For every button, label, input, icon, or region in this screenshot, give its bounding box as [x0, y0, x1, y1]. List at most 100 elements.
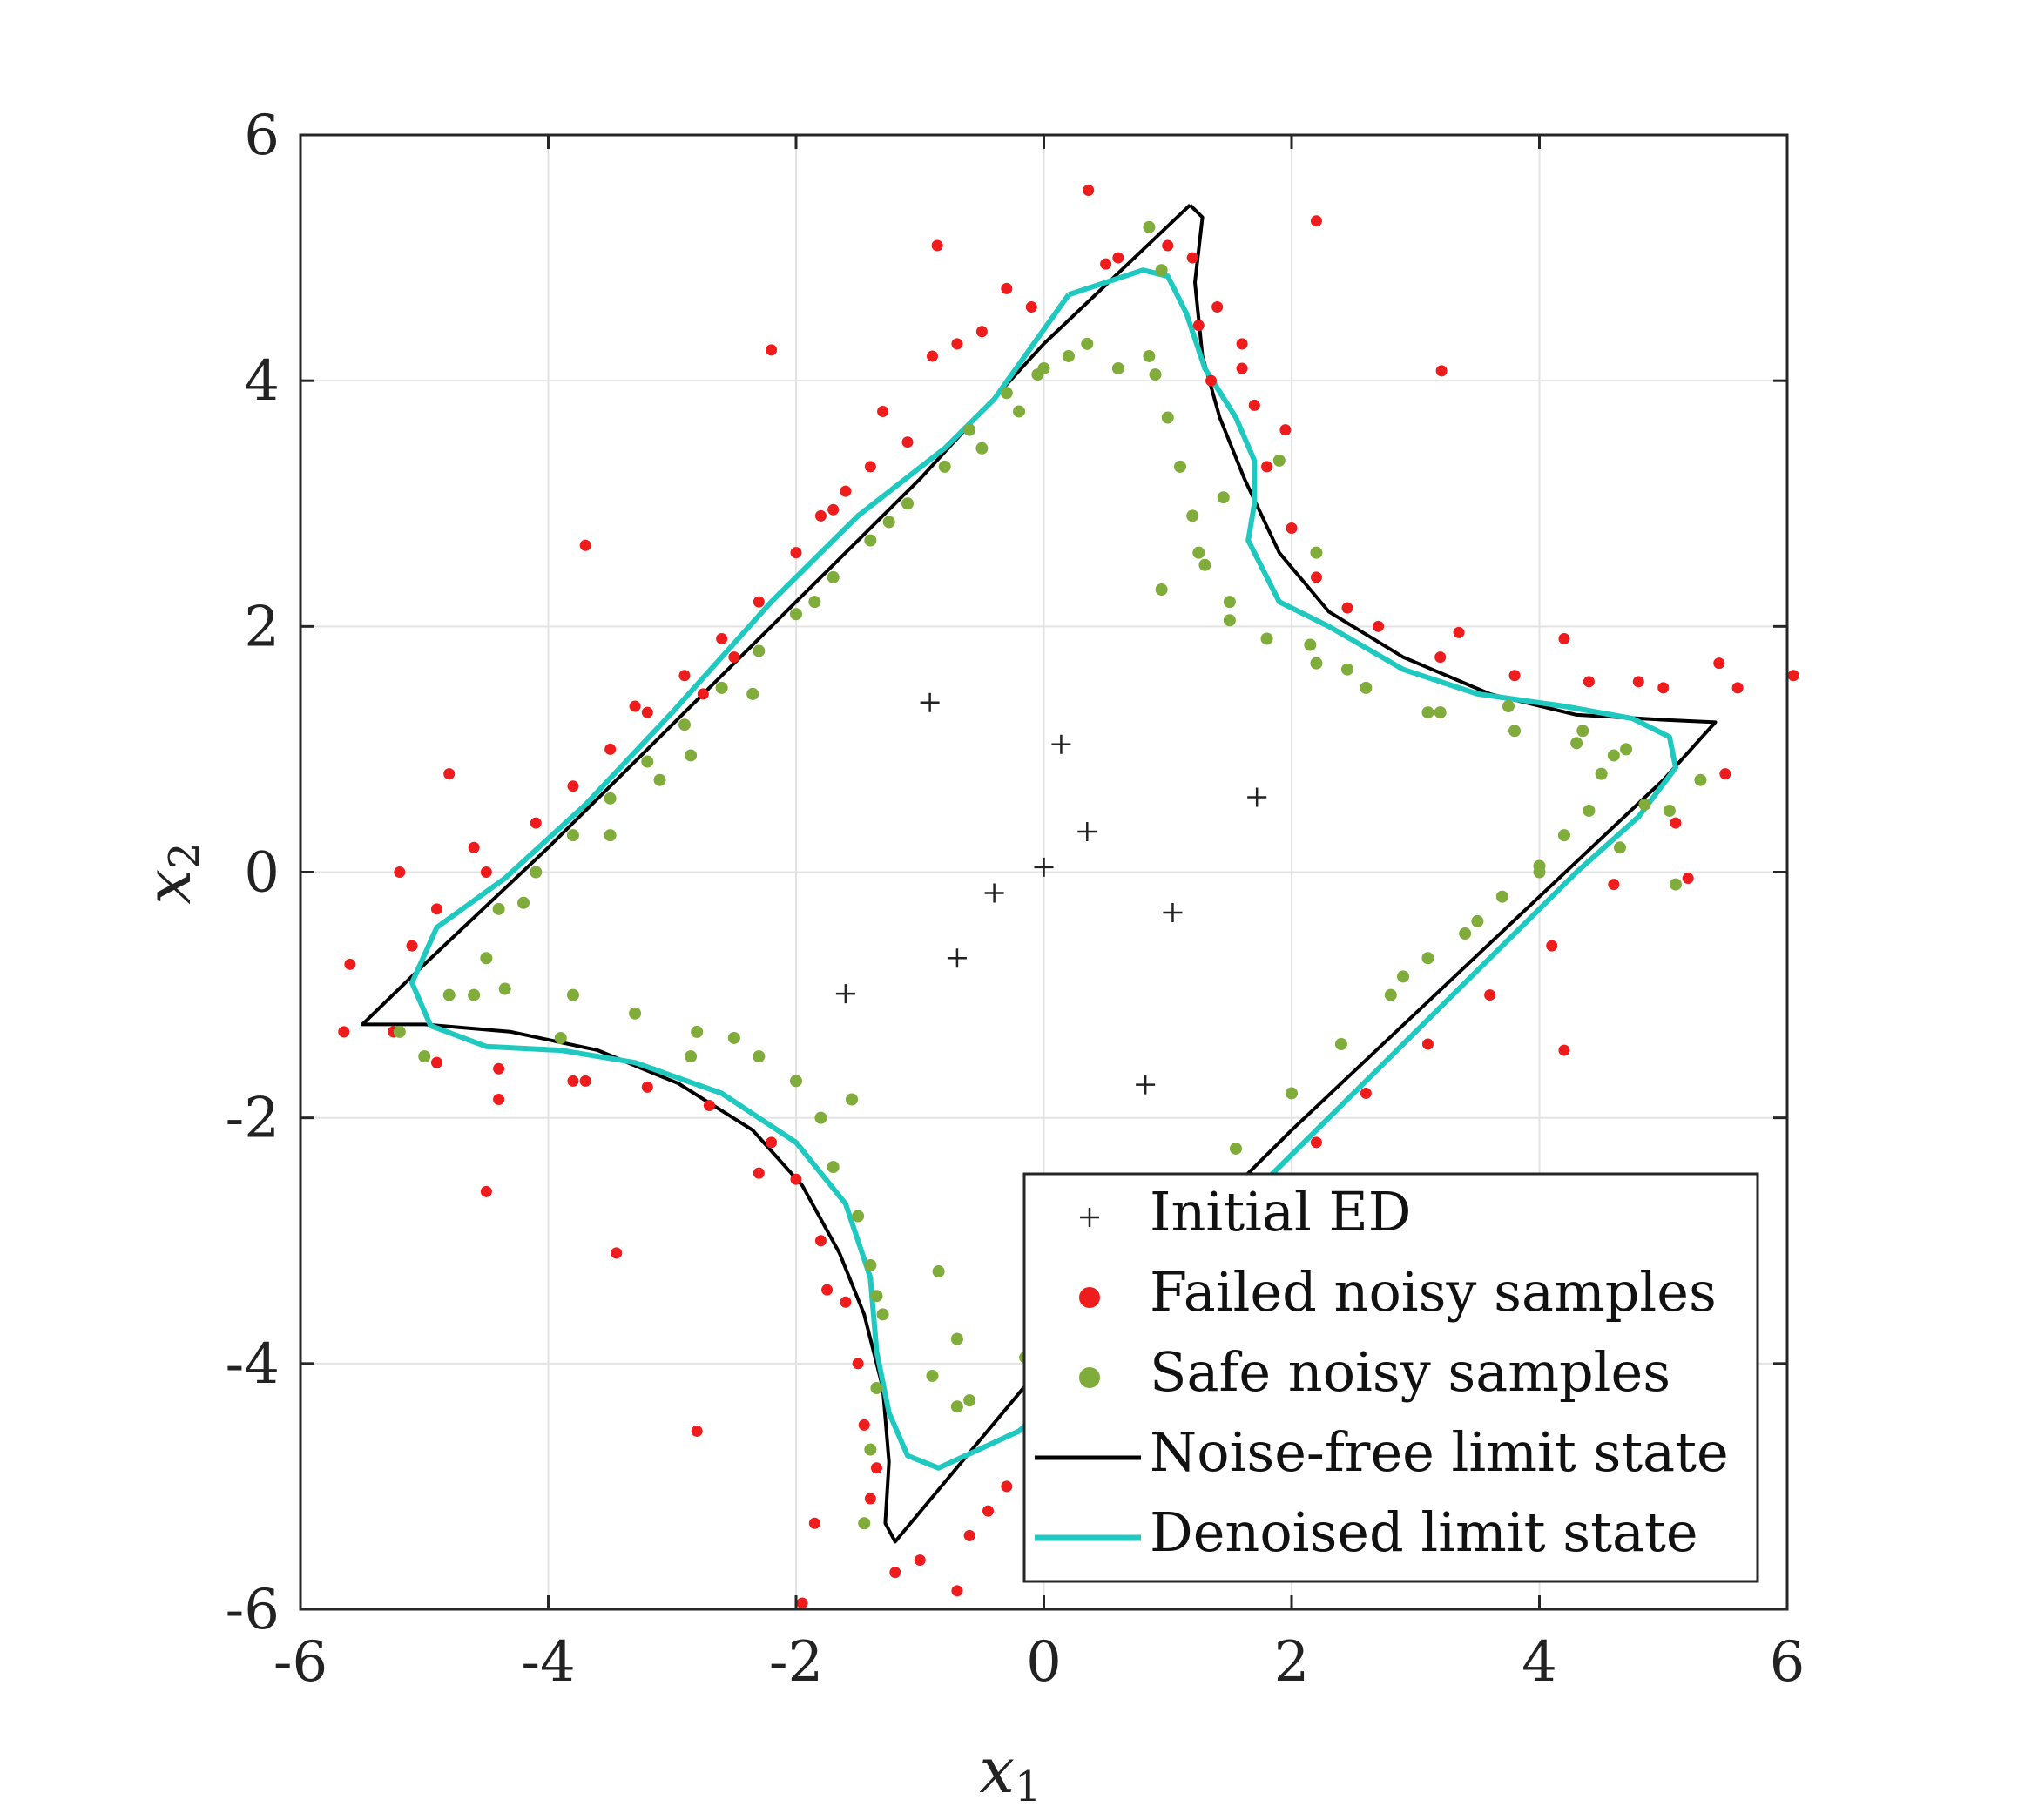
safe-sample-point-66	[1607, 749, 1620, 762]
failed-sample-point-78	[1248, 399, 1260, 411]
safe-sample-point-107	[1217, 491, 1230, 504]
safe-sample-point-85	[950, 1400, 963, 1413]
failed-sample-point-76	[1286, 522, 1298, 534]
safe-sample-point-70	[1223, 614, 1236, 627]
safe-sample-point-3	[1000, 387, 1013, 400]
failed-sample-point-84	[1632, 676, 1644, 688]
safe-sample-point-7	[864, 534, 877, 547]
failed-sample-point-1	[1186, 252, 1198, 264]
safe-sample-point-43	[1421, 952, 1434, 965]
failed-sample-point-27	[864, 461, 876, 473]
safe-sample-point-59	[1186, 509, 1199, 522]
failed-sample-point-18	[1558, 1044, 1570, 1056]
x-tick-label-0: -6	[273, 1630, 327, 1695]
safe-sample-point-68	[1421, 706, 1434, 719]
safe-sample-point-54	[1360, 681, 1373, 694]
failed-sample-point-44	[567, 1075, 579, 1087]
failed-sample-point-25	[926, 350, 938, 362]
failed-sample-point-19	[1558, 632, 1570, 644]
legend-failed-marker	[1079, 1287, 1100, 1308]
legend-label-failed: Failed noisy samples	[1150, 1260, 1717, 1324]
x-tick-label-4: 2	[1274, 1630, 1310, 1695]
failed-sample-point-23	[1025, 301, 1037, 313]
safe-sample-point-19	[468, 988, 481, 1001]
safe-sample-point-4	[963, 423, 976, 436]
safe-sample-point-18	[480, 952, 493, 965]
safe-sample-point-57	[1223, 596, 1236, 609]
failed-sample-point-0	[1083, 184, 1095, 196]
y-axis-label-sub: 2	[160, 842, 209, 869]
safe-sample-point-30	[852, 1210, 865, 1223]
failed-sample-point-2	[1310, 215, 1322, 227]
safe-sample-point-1	[1062, 349, 1075, 362]
y-tick-label-5: 4	[244, 349, 280, 414]
initial-ed-point-5	[984, 883, 1004, 903]
failed-sample-point-29	[814, 509, 827, 522]
failed-sample-point-7	[443, 768, 456, 780]
safe-sample-point-80	[685, 1050, 698, 1063]
safe-sample-point-76	[685, 749, 698, 762]
legend-item-noise-free: Noise-free limit state	[1035, 1420, 1729, 1484]
failed-sample-point-81	[1162, 239, 1174, 252]
safe-sample-point-105	[1502, 700, 1515, 713]
safe-sample-point-62	[1149, 368, 1162, 381]
safe-sample-point-48	[1583, 804, 1596, 817]
failed-sample-point-64	[1484, 989, 1496, 1001]
safe-sample-point-34	[864, 1443, 877, 1456]
failed-sample-point-9	[394, 866, 406, 878]
failed-sample-point-53	[864, 1493, 876, 1505]
failed-sample-point-45	[641, 1081, 653, 1093]
failed-sample-point-22	[1100, 258, 1112, 270]
noise-free-limit-state-line	[361, 203, 1718, 1544]
failed-sample-point-51	[852, 1358, 864, 1370]
failed-sample-point-40	[406, 940, 418, 952]
failed-sample-point-97	[870, 1462, 882, 1474]
failed-sample-point-80	[1211, 301, 1224, 313]
y-axis-label-main: x	[132, 869, 205, 905]
failed-sample-point-79	[1236, 338, 1248, 350]
failed-sample-point-77	[1261, 461, 1273, 473]
safe-sample-point-13	[641, 755, 654, 768]
failed-sample-point-31	[753, 596, 765, 608]
failed-sample-point-89	[1001, 282, 1013, 294]
failed-sample-point-62	[1360, 1087, 1372, 1099]
failed-sample-point-72	[1508, 670, 1521, 682]
safe-sample-point-83	[870, 1290, 883, 1303]
safe-sample-point-50	[1620, 743, 1633, 756]
failed-sample-point-96	[821, 1284, 834, 1296]
failed-sample-point-32	[716, 632, 728, 644]
safe-sample-point-37	[963, 1394, 976, 1407]
safe-sample-point-89	[1397, 970, 1410, 983]
failed-sample-point-16	[796, 1597, 808, 1609]
legend-label-safe: Safe noisy samples	[1150, 1340, 1670, 1404]
initial-ed-point-9	[1136, 1075, 1156, 1095]
y-tick-label-2: -2	[226, 1087, 280, 1151]
safe-sample-point-0	[1143, 220, 1156, 233]
failed-sample-point-35	[604, 743, 617, 755]
safe-sample-point-16	[530, 866, 543, 879]
failed-sample-point-61	[1310, 1136, 1322, 1149]
safe-sample-point-14	[604, 792, 617, 805]
x-tick-label-2: -2	[769, 1630, 823, 1695]
failed-sample-point-37	[530, 817, 542, 829]
safe-sample-point-82	[846, 1093, 859, 1106]
failed-sample-point-100	[697, 688, 709, 700]
failed-sample-point-75	[1310, 571, 1322, 583]
initial-ed-point-7	[947, 948, 967, 968]
safe-sample-point-78	[498, 982, 511, 995]
legend-item-failed: Failed noisy samples	[1079, 1260, 1717, 1324]
safe-sample-point-32	[876, 1308, 889, 1321]
failed-sample-point-46	[703, 1100, 715, 1112]
safe-sample-point-24	[629, 1007, 642, 1020]
failed-sample-point-98	[982, 1505, 994, 1517]
safe-sample-point-41	[1334, 1038, 1347, 1051]
x-tick-label-5: 4	[1522, 1630, 1557, 1695]
safe-sample-point-100	[1155, 264, 1168, 277]
safe-sample-point-52	[1508, 725, 1522, 738]
safe-sample-point-60	[1173, 460, 1186, 473]
failed-sample-point-83	[1713, 657, 1725, 670]
safe-sample-point-56	[1260, 632, 1273, 645]
failed-sample-point-15	[808, 1517, 820, 1529]
failed-sample-point-54	[889, 1567, 901, 1579]
safe-sample-point-69	[1341, 663, 1354, 676]
